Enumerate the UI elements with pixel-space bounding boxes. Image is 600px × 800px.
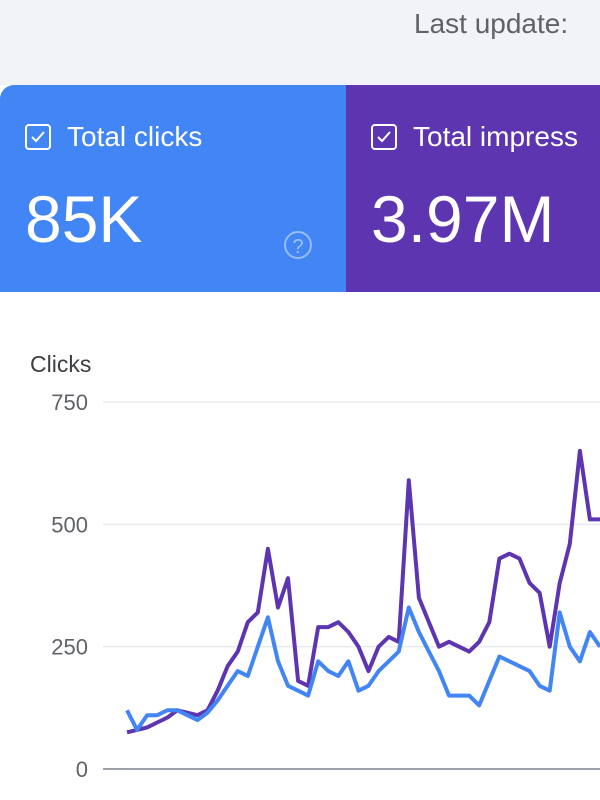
y-tick-label: 250 (51, 635, 88, 660)
total-impressions-card[interactable]: Total impress 3.97M (346, 85, 600, 292)
checkbox-checked-icon[interactable] (371, 124, 397, 150)
performance-chart: 750 500 250 0 (51, 390, 600, 782)
checkbox-checked-icon[interactable] (25, 124, 51, 150)
top-bar: Last update: (0, 0, 600, 85)
y-tick-label: 0 (76, 757, 88, 782)
total-impressions-label: Total impress (413, 121, 578, 152)
total-clicks-card[interactable]: Total clicks 85K ? (0, 85, 346, 292)
clicks-series-line (125, 605, 600, 732)
last-update-label: Last update: (414, 8, 569, 39)
y-tick-label: 500 (51, 512, 88, 537)
y-axis-label: Clicks (30, 351, 92, 377)
total-impressions-value: 3.97M (371, 182, 555, 256)
impressions-series-line (126, 448, 600, 735)
y-tick-label: 750 (51, 390, 88, 415)
total-clicks-label: Total clicks (67, 121, 203, 152)
help-icon[interactable]: ? (284, 231, 312, 259)
total-clicks-value: 85K (25, 182, 143, 256)
